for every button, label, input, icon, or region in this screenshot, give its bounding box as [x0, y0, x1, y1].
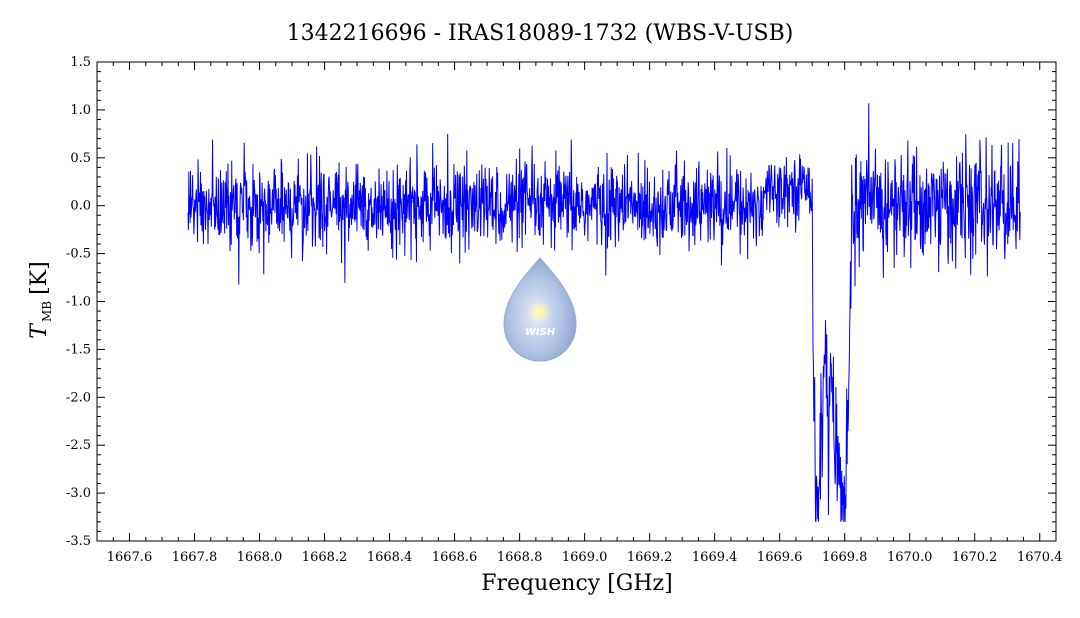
- x-tick-label: 1668.2: [302, 550, 348, 565]
- x-tick-label: 1667.8: [172, 550, 218, 565]
- y-tick-label: 0.0: [70, 199, 91, 214]
- y-tick-label: 0.5: [70, 151, 91, 166]
- chart-title: 1342216696 - IRAS18089-1732 (WBS-V-USB): [287, 21, 794, 46]
- x-tick-label: 1668.0: [237, 550, 283, 565]
- y-tick-label: -2.5: [66, 438, 91, 453]
- x-tick-label: 1668.8: [497, 550, 543, 565]
- y-axis-label-sub: MB: [40, 301, 54, 322]
- tick-labels-layer: 1667.6 1667.8 1668.0 1668.2 1668.4 1668.6 1668…: [66, 55, 1063, 565]
- x-tick-label: 1670.2: [952, 550, 998, 565]
- y-axis-label-unit: [K]: [27, 261, 52, 295]
- x-axis-label: Frequency [GHz]: [481, 571, 673, 596]
- data-layer: [187, 103, 1021, 522]
- plot-frame: [96, 61, 1057, 542]
- y-tick-label: -1.5: [66, 342, 91, 357]
- y-tick-label: -2.0: [66, 390, 91, 405]
- x-tick-label: 1669.2: [627, 550, 673, 565]
- wish-star-glow: [528, 300, 552, 324]
- x-tick-label: 1668.4: [367, 550, 413, 565]
- x-tick-label: 1669.8: [822, 550, 868, 565]
- x-tick-label: 1667.6: [107, 550, 153, 565]
- x-tick-label: 1669.6: [757, 550, 803, 565]
- spectrum-line: [187, 103, 1021, 522]
- x-tick-label: 1669.0: [562, 550, 608, 565]
- y-axis-label-main: T: [27, 322, 52, 339]
- y-tick-label: -1.0: [66, 295, 91, 310]
- x-tick-label: 1668.6: [432, 550, 478, 565]
- wish-logo-text: WISH: [525, 327, 556, 338]
- y-tick-label: 1.0: [70, 103, 91, 118]
- x-tick-label: 1669.4: [692, 550, 738, 565]
- wish-star-icon: ✳: [533, 303, 546, 322]
- x-tick-label: 1670.4: [1017, 550, 1063, 565]
- y-tick-label: -3.0: [66, 486, 91, 501]
- y-tick-label: -3.5: [66, 534, 91, 549]
- svg-text:TMB[K]: TMB [K]: [27, 261, 54, 338]
- ticks-layer: [96, 61, 1057, 542]
- y-tick-label: 1.5: [70, 55, 91, 70]
- x-tick-label: 1670.0: [887, 550, 933, 565]
- y-axis-label: TMB [K]: [27, 261, 54, 338]
- wish-logo: ✳ WISH: [503, 257, 577, 362]
- y-tick-label: -0.5: [66, 247, 91, 262]
